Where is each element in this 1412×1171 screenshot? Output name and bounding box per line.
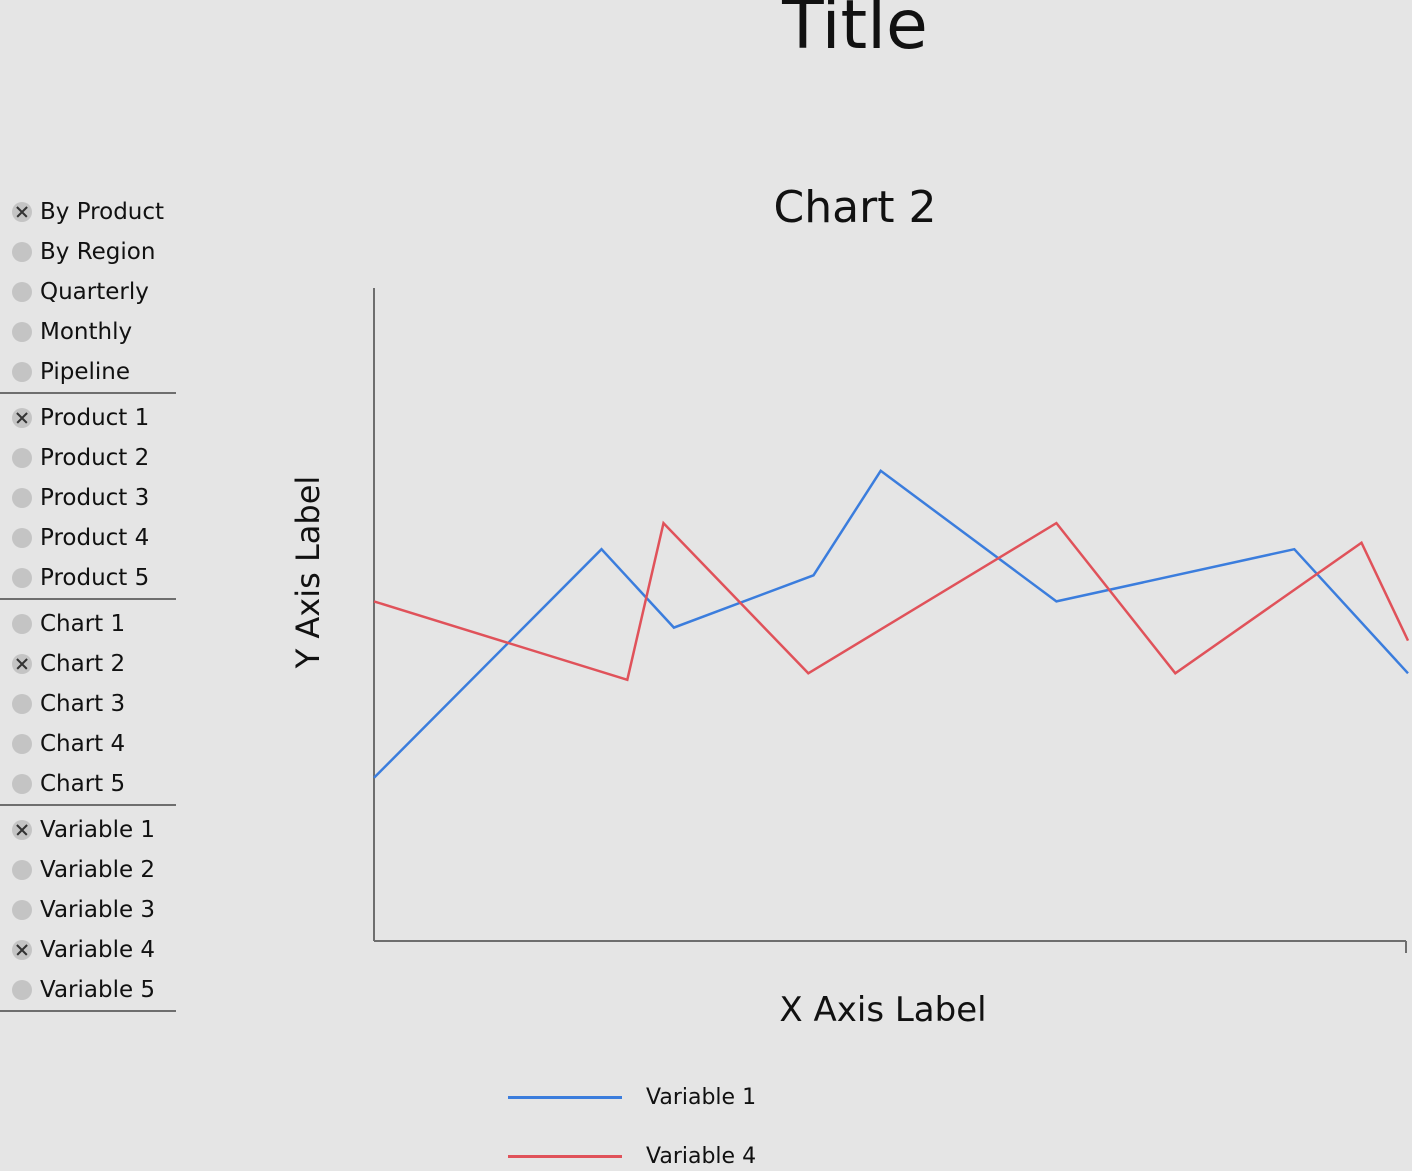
option-label: By Region — [40, 239, 156, 265]
option-group: Chart 1 Chart 2 Chart 3 Chart 4 Chart 5 — [0, 604, 176, 806]
radio-checked-icon[interactable] — [12, 820, 32, 840]
radio-unchecked-icon[interactable] — [12, 980, 32, 1000]
legend-swatch — [508, 1095, 622, 1099]
option-label: Product 5 — [40, 565, 150, 591]
y-axis-label: Y Axis Label — [289, 475, 327, 669]
radio-option-product-1[interactable]: Product 1 — [0, 398, 176, 438]
radio-unchecked-icon[interactable] — [12, 362, 32, 382]
radio-unchecked-icon[interactable] — [12, 614, 32, 634]
option-group: By Product By Region Quarterly Monthly Pipel… — [0, 192, 176, 394]
option-label: Product 1 — [40, 405, 150, 431]
option-label: Variable 3 — [40, 897, 156, 923]
radio-checked-icon[interactable] — [12, 940, 32, 960]
radio-option-by-region[interactable]: By Region — [0, 232, 176, 272]
radio-option-by-product[interactable]: By Product — [0, 192, 176, 232]
series-line-variable-4 — [373, 520, 1410, 682]
option-label: Variable 1 — [40, 817, 156, 843]
page-title: Title — [782, 0, 928, 65]
option-group: Product 1 Product 2 Product 3 Product 4 Prod… — [0, 398, 176, 600]
radio-unchecked-icon[interactable] — [12, 242, 32, 262]
option-label: Product 3 — [40, 485, 150, 511]
radio-option-variable-5[interactable]: Variable 5 — [0, 970, 176, 1010]
option-label: Product 4 — [40, 525, 150, 551]
legend-label: Variable 4 — [646, 1143, 757, 1169]
radio-option-chart-3[interactable]: Chart 3 — [0, 684, 176, 724]
radio-unchecked-icon[interactable] — [12, 282, 32, 302]
option-label: By Product — [40, 199, 165, 225]
radio-option-product-4[interactable]: Product 4 — [0, 518, 176, 558]
radio-checked-icon[interactable] — [12, 408, 32, 428]
radio-unchecked-icon[interactable] — [12, 448, 32, 468]
radio-unchecked-icon[interactable] — [12, 528, 32, 548]
option-label: Chart 4 — [40, 731, 126, 757]
series-line-variable-1 — [373, 468, 1409, 779]
radio-option-chart-4[interactable]: Chart 4 — [0, 724, 176, 764]
chart-title: Chart 2 — [773, 182, 937, 233]
radio-option-chart-5[interactable]: Chart 5 — [0, 764, 176, 804]
radio-option-variable-2[interactable]: Variable 2 — [0, 850, 176, 890]
radio-unchecked-icon[interactable] — [12, 774, 32, 794]
radio-unchecked-icon[interactable] — [12, 322, 32, 342]
option-label: Variable 4 — [40, 937, 156, 963]
radio-unchecked-icon[interactable] — [12, 694, 32, 714]
legend-swatch — [508, 1154, 622, 1158]
radio-option-variable-3[interactable]: Variable 3 — [0, 890, 176, 930]
x-axis-label: X Axis Label — [779, 990, 987, 1030]
radio-option-product-2[interactable]: Product 2 — [0, 438, 176, 478]
radio-unchecked-icon[interactable] — [12, 860, 32, 880]
radio-checked-icon[interactable] — [12, 654, 32, 674]
option-label: Chart 5 — [40, 771, 126, 797]
option-label: Monthly — [40, 319, 133, 345]
radio-checked-icon[interactable] — [12, 202, 32, 222]
option-label: Chart 1 — [40, 611, 126, 637]
option-label: Chart 2 — [40, 651, 126, 677]
radio-option-quarterly[interactable]: Quarterly — [0, 272, 176, 312]
legend-item: Variable 1 — [508, 1082, 756, 1112]
option-label: Quarterly — [40, 279, 149, 305]
sidebar: By Product By Region Quarterly Monthly Pipel… — [0, 192, 176, 1012]
radio-option-chart-1[interactable]: Chart 1 — [0, 604, 176, 644]
option-label: Chart 3 — [40, 691, 126, 717]
option-label: Variable 5 — [40, 977, 156, 1003]
radio-unchecked-icon[interactable] — [12, 488, 32, 508]
radio-option-pipeline[interactable]: Pipeline — [0, 352, 176, 392]
radio-unchecked-icon[interactable] — [12, 568, 32, 588]
option-label: Product 2 — [40, 445, 150, 471]
option-label: Pipeline — [40, 359, 131, 385]
option-label: Variable 2 — [40, 857, 156, 883]
radio-unchecked-icon[interactable] — [12, 734, 32, 754]
radio-option-variable-4[interactable]: Variable 4 — [0, 930, 176, 970]
radio-unchecked-icon[interactable] — [12, 900, 32, 920]
radio-option-chart-2[interactable]: Chart 2 — [0, 644, 176, 684]
radio-option-product-3[interactable]: Product 3 — [0, 478, 176, 518]
legend-item: Variable 4 — [508, 1141, 756, 1171]
radio-option-monthly[interactable]: Monthly — [0, 312, 176, 352]
legend-label: Variable 1 — [646, 1084, 757, 1110]
option-group: Variable 1 Variable 2 Variable 3 Variable 4… — [0, 810, 176, 1012]
radio-option-variable-1[interactable]: Variable 1 — [0, 810, 176, 850]
radio-option-product-5[interactable]: Product 5 — [0, 558, 176, 598]
